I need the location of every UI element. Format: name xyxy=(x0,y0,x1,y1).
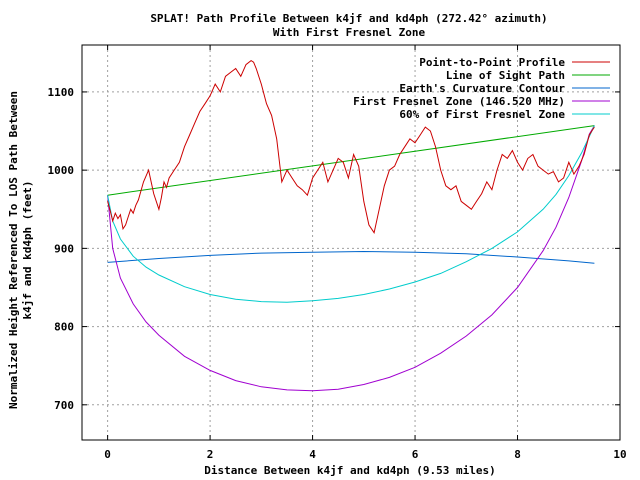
grid-lines xyxy=(82,45,620,440)
x-axis-label: Distance Between k4jf and kd4ph (9.53 mi… xyxy=(204,464,495,477)
y-axis-label-line2: k4jf and kd4ph (feet) xyxy=(21,180,34,319)
series-line-first-fresnel-zone-146-520-mhz xyxy=(107,125,595,392)
series-line-60-of-first-fresnel-zone xyxy=(107,125,595,303)
legend-label-line-of-sight-path: Line of Sight Path xyxy=(446,69,565,82)
y-tick-label: 1000 xyxy=(48,164,75,177)
chart-title: SPLAT! Path Profile Between k4jf and kd4… xyxy=(150,12,547,25)
x-tick-label: 6 xyxy=(412,448,419,461)
x-tick-label: 0 xyxy=(104,448,111,461)
y-tick-label: 800 xyxy=(54,321,74,334)
legend-label-60-of-first-fresnel-zone: 60% of First Fresnel Zone xyxy=(399,108,565,121)
legend-label-earth-s-curvature-contour: Earth's Curvature Contour xyxy=(399,82,565,95)
y-tick-label: 900 xyxy=(54,242,74,255)
axis-ticks: 0 2 4 6 8 10 700 800 900 1000 1100 xyxy=(48,45,627,461)
y-axis-label-line1: Normalized Height Referenced To LOS Path… xyxy=(7,91,20,409)
legend-label-first-fresnel-zone-146-520-mhz: First Fresnel Zone (146.520 MHz) xyxy=(353,95,565,108)
x-tick-label: 10 xyxy=(613,448,626,461)
data-series xyxy=(107,59,595,392)
series-line-earth-s-curvature-contour xyxy=(107,250,595,264)
x-tick-label: 4 xyxy=(309,448,316,461)
plot-frame xyxy=(81,44,621,441)
y-tick-label: 1100 xyxy=(48,86,75,99)
x-tick-label: 2 xyxy=(207,448,214,461)
legend-label-point-to-point-profile: Point-to-Point Profile xyxy=(419,56,565,69)
chart-subtitle: With First Fresnel Zone xyxy=(273,26,426,39)
y-tick-label: 700 xyxy=(54,399,74,412)
x-tick-label: 8 xyxy=(514,448,521,461)
series-line-line-of-sight-path xyxy=(107,125,595,196)
series-line-point-to-point-profile xyxy=(107,59,595,234)
